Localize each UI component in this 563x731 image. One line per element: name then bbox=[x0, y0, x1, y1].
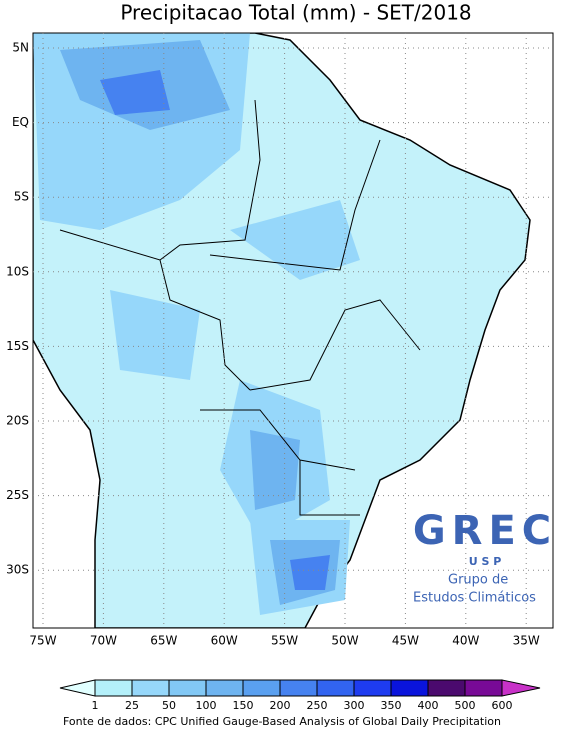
lon-label: 70W bbox=[90, 634, 117, 648]
title: Precipitacao Total (mm) - SET/2018 bbox=[120, 1, 471, 25]
colorbar-swatch bbox=[464, 679, 503, 697]
colorbar-label: 500 bbox=[455, 699, 476, 712]
colorbar-swatch bbox=[242, 679, 281, 697]
lon-label: 65W bbox=[150, 634, 177, 648]
frame bbox=[32, 32, 554, 629]
lon-label: 40W bbox=[452, 634, 479, 648]
colorbar-swatch bbox=[168, 679, 207, 697]
colorbar-label: 100 bbox=[196, 699, 217, 712]
map-area bbox=[33, 33, 553, 628]
lon-label: 35W bbox=[513, 634, 540, 648]
lon-label: 50W bbox=[331, 634, 358, 648]
colorbar-swatch bbox=[279, 679, 318, 697]
colorbar-swatch bbox=[59, 679, 96, 697]
colorbar-swatch bbox=[353, 679, 392, 697]
lon-label: 60W bbox=[211, 634, 238, 648]
colorbar-swatch bbox=[427, 679, 466, 697]
logo: GREC U S P Grupo de Estudos Climáticos bbox=[413, 508, 557, 606]
lat-label: 25S bbox=[6, 488, 29, 502]
colorbar-label: 1 bbox=[92, 699, 99, 712]
lat-label: 30S bbox=[6, 563, 29, 577]
colorbar-label: 50 bbox=[162, 699, 176, 712]
lat-label: EQ bbox=[12, 115, 29, 129]
source: Fonte de dados: CPC Unified Gauge-Based … bbox=[63, 715, 501, 728]
colorbar-swatch bbox=[316, 679, 355, 697]
lat-label: 10S bbox=[6, 264, 29, 278]
colorbar-label: 600 bbox=[492, 699, 513, 712]
colorbar-label: 150 bbox=[233, 699, 254, 712]
colorbar-label: 400 bbox=[418, 699, 439, 712]
colorbar-swatch bbox=[501, 679, 541, 697]
lat-label: 15S bbox=[6, 339, 29, 353]
logo-institution: U S P bbox=[469, 555, 502, 568]
lon-label: 55W bbox=[271, 634, 298, 648]
lat-label: 5S bbox=[14, 190, 29, 204]
logo-line1: Grupo de bbox=[448, 573, 508, 588]
lon-label: 45W bbox=[392, 634, 419, 648]
rain-250 bbox=[100, 70, 330, 590]
lat-label: 5N bbox=[12, 41, 29, 55]
colorbar-label: 350 bbox=[381, 699, 402, 712]
borders bbox=[59, 99, 421, 516]
colorbar-swatch bbox=[94, 679, 133, 697]
colorbar-label: 250 bbox=[307, 699, 328, 712]
colorbar-label: 25 bbox=[125, 699, 139, 712]
colorbar-label: 200 bbox=[270, 699, 291, 712]
lon-label: 75W bbox=[29, 634, 56, 648]
colorbar-swatch bbox=[205, 679, 244, 697]
colorbar-swatch bbox=[390, 679, 429, 697]
colorbar-swatch bbox=[131, 679, 170, 697]
colorbar-label: 300 bbox=[344, 699, 365, 712]
logo-name: GREC bbox=[413, 508, 557, 554]
logo-line2: Estudos Climáticos bbox=[413, 591, 536, 606]
lat-label: 20S bbox=[6, 414, 29, 428]
